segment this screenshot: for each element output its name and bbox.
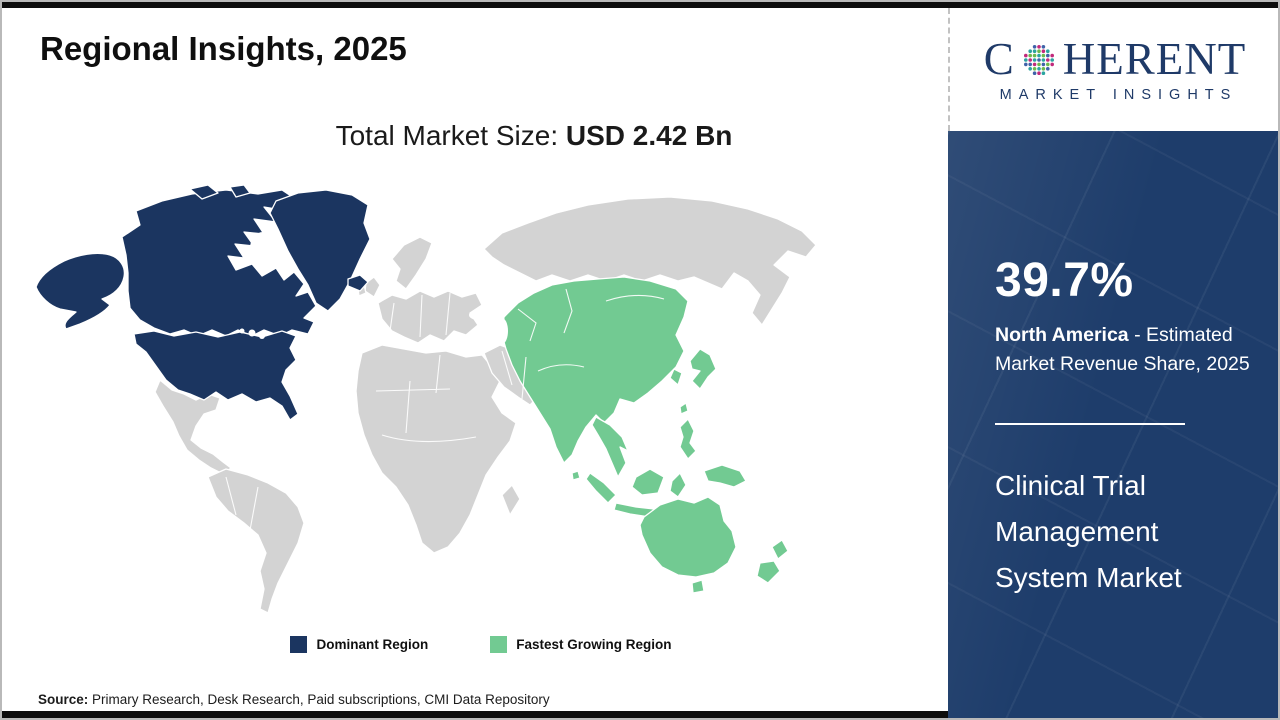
market-name: Clinical Trial Management System Market bbox=[995, 470, 1182, 593]
region-new-zealand-south bbox=[756, 560, 781, 584]
brand-logo-wordmark: C HERENT bbox=[983, 33, 1247, 84]
dominant-color-swatch bbox=[290, 636, 308, 653]
region-group-north-america bbox=[35, 185, 371, 421]
region-uk bbox=[364, 276, 381, 298]
country-border-lines bbox=[225, 288, 665, 542]
region-sri-lanka bbox=[571, 470, 581, 481]
map-water-bodies bbox=[239, 232, 508, 344]
region-australia bbox=[639, 496, 737, 578]
region-madagascar bbox=[501, 484, 521, 516]
region-tasmania bbox=[691, 579, 705, 594]
region-europe bbox=[377, 290, 483, 344]
great-lake-1 bbox=[248, 329, 256, 337]
legend-swatch-fastest-growing bbox=[490, 636, 508, 653]
source-text: Primary Research, Desk Research, Paid su… bbox=[88, 692, 550, 707]
panel-divider bbox=[995, 423, 1185, 425]
dotted-globe-icon bbox=[1023, 45, 1054, 75]
total-market-size-label: Total Market Size: bbox=[335, 120, 566, 151]
region-canada bbox=[121, 189, 317, 337]
great-lake-2 bbox=[259, 333, 265, 339]
market-share-description: North America - Estimated Market Revenue… bbox=[995, 321, 1263, 378]
region-sumatra bbox=[585, 472, 617, 504]
region-taiwan bbox=[679, 402, 689, 415]
fastest-growing-color-swatch bbox=[490, 636, 508, 653]
region-south-america bbox=[207, 468, 305, 614]
legend-item-dominant: Dominant Region bbox=[290, 636, 428, 653]
map-legend: Dominant Region Fastest Growing Region bbox=[0, 636, 948, 653]
region-scandinavia bbox=[391, 236, 433, 290]
region-sulawesi bbox=[669, 472, 687, 498]
brand-logo-tagline: MARKET INSIGHTS bbox=[999, 86, 1238, 103]
region-iceland bbox=[347, 274, 369, 292]
hudson-bay bbox=[250, 232, 276, 264]
market-share-region: North America bbox=[995, 324, 1129, 346]
region-arctic-island-2 bbox=[229, 185, 251, 198]
region-papua-new-guinea bbox=[703, 464, 747, 488]
brand-logo: C HERENT MARKET INSIGHTS bbox=[948, 8, 1280, 131]
region-asia-mainland bbox=[501, 276, 689, 464]
total-market-size: Total Market Size: USD 2.42 Bn bbox=[120, 120, 948, 152]
region-borneo bbox=[631, 468, 665, 496]
region-greenland bbox=[269, 189, 371, 312]
region-usa bbox=[133, 330, 299, 421]
source-line: Source: Primary Research, Desk Research,… bbox=[38, 692, 550, 707]
total-market-size-value: USD 2.42 Bn bbox=[565, 120, 733, 151]
region-indochina bbox=[591, 416, 629, 478]
region-korea bbox=[669, 368, 683, 386]
region-alaska bbox=[35, 252, 126, 330]
black-sea bbox=[469, 310, 487, 320]
market-share-text: - Estimated Market Revenue Share, 2025 bbox=[995, 324, 1250, 375]
legend-item-fastest-growing: Fastest Growing Region bbox=[490, 636, 672, 653]
logo-letter-c: C bbox=[983, 33, 1015, 84]
side-panel: 39.7% North America - Estimated Market R… bbox=[948, 131, 1280, 720]
legend-label-dominant: Dominant Region bbox=[316, 637, 429, 652]
region-new-zealand-north bbox=[771, 539, 789, 560]
region-group-asia-pacific bbox=[501, 276, 789, 594]
bottom-black-bar bbox=[0, 711, 948, 718]
logo-letters-herent: HERENT bbox=[1062, 33, 1247, 84]
region-africa bbox=[355, 344, 517, 554]
region-russia bbox=[483, 196, 817, 326]
legend-swatch-dominant bbox=[290, 636, 308, 653]
legend-label-fastest-growing: Fastest Growing Region bbox=[516, 637, 672, 652]
region-group-rest-of-world bbox=[154, 196, 817, 614]
world-map bbox=[35, 185, 817, 614]
great-lake-3 bbox=[239, 328, 245, 334]
market-share-value: 39.7% bbox=[995, 254, 1134, 307]
top-black-bar bbox=[0, 0, 1280, 8]
region-philippines bbox=[679, 418, 697, 460]
region-japan bbox=[689, 348, 717, 390]
source-label: Source: bbox=[38, 692, 89, 707]
region-arctic-island-1 bbox=[189, 185, 219, 200]
page-title: Regional Insights, 2025 bbox=[40, 30, 407, 67]
caspian-sea bbox=[496, 318, 508, 344]
